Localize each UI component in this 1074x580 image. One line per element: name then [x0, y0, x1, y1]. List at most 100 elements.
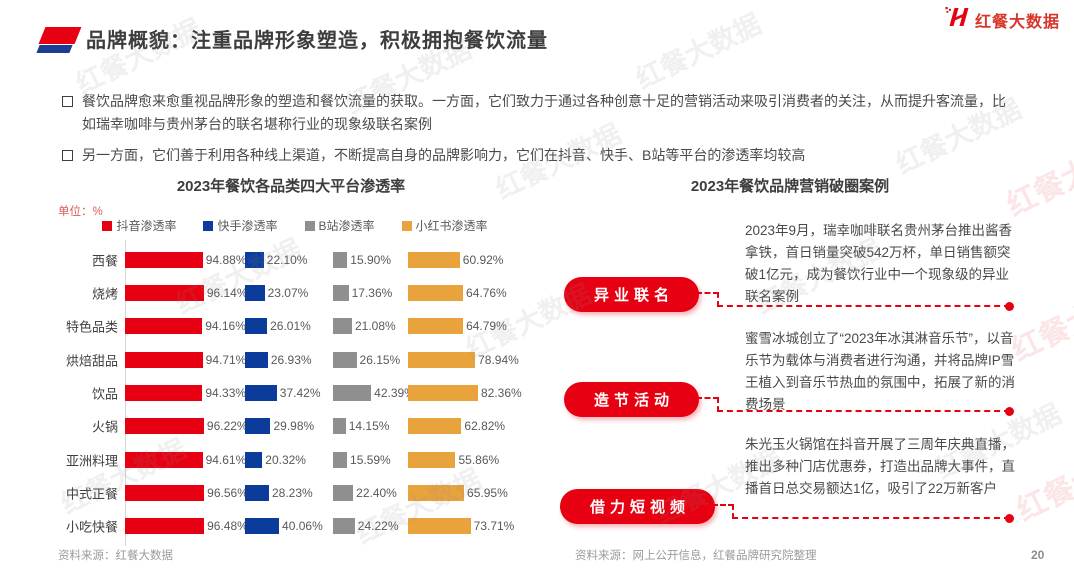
legend-swatch-icon — [102, 220, 113, 231]
bar-抖音渗透率 — [125, 451, 203, 468]
chart-row: 亚洲料理 94.61% 20.32% 15.59% 55.86% — [60, 443, 550, 476]
brand-logo-text: 红餐大数据 — [974, 13, 1060, 31]
connector-line — [717, 293, 719, 306]
connector-line — [717, 406, 1014, 416]
connector-line — [717, 301, 1014, 311]
bar-B站渗透率 — [333, 251, 348, 268]
connector-line — [696, 292, 719, 294]
summary-bullets: 餐饮品牌愈来愈重视品牌形象的塑造和餐饮流量的获取。一方面，它们致力于通过各种创意… — [62, 90, 1017, 176]
bar-B站渗透率 — [333, 351, 357, 368]
bar-value-label: 64.76% — [466, 285, 507, 300]
square-bullet-icon — [62, 150, 73, 162]
connector-line — [712, 504, 734, 506]
bar-B站渗透率 — [333, 318, 352, 335]
bar-抖音渗透率 — [125, 284, 204, 301]
watermark-text: 红餐大数据 — [71, 13, 206, 100]
bar-value-label: 96.22% — [206, 419, 248, 434]
bar-B站渗透率 — [333, 284, 349, 301]
bar-快手渗透率 — [245, 318, 268, 335]
category-label: 西餐 — [91, 253, 118, 269]
bar-value-label: 64.79% — [466, 319, 507, 334]
bar-value-label: 15.90% — [350, 252, 391, 267]
bar-小红书渗透率 — [408, 518, 471, 535]
chart-row: 火锅 96.22% 29.98% 14.15% 62.82% — [60, 410, 550, 443]
chart-title: 2023年餐饮各品类四大平台渗透率 — [176, 178, 406, 195]
category-label: 烘焙甜品 — [65, 353, 118, 369]
chart-row: 烘焙甜品 94.71% 26.93% 26.15% 78.94% — [60, 343, 550, 376]
bar-快手渗透率 — [245, 384, 277, 401]
bar-value-label: 94.16% — [205, 319, 246, 334]
bullet-item: 另一方面，它们善于利用各种线上渠道，不断提高自身的品牌影响力，它们在抖音、快手、… — [62, 144, 1017, 167]
chart-row: 烧烤 96.14% 23.07% 17.36% 64.76% — [60, 276, 550, 309]
bar-value-label: 96.14% — [206, 285, 248, 300]
bar-value-label: 65.95% — [467, 485, 508, 500]
bar-value-label: 96.48% — [207, 519, 248, 534]
bar-value-label: 22.40% — [356, 485, 397, 500]
cases-source: 资料来源：网上公开信息，红餐品牌研究院整理 — [575, 550, 817, 562]
cases-title: 2023年餐饮品牌营销破圈案例 — [690, 178, 890, 195]
chart-unit-label: 单位：% — [58, 206, 103, 218]
legend-label: 快手渗透率 — [217, 219, 278, 233]
bar-小红书渗透率 — [408, 318, 464, 335]
bar-value-label: 94.33% — [205, 385, 247, 400]
brand-logo: 红餐大数据 — [945, 7, 1060, 32]
bar-抖音渗透率 — [125, 484, 205, 501]
bar-快手渗透率 — [245, 451, 263, 468]
bar-value-label: 94.88% — [205, 252, 247, 267]
bar-value-label: 24.22% — [357, 519, 399, 534]
bar-B站渗透率 — [333, 384, 372, 401]
category-label: 火锅 — [91, 419, 118, 435]
legend-swatch-icon — [203, 220, 214, 231]
square-bullet-icon — [62, 96, 73, 107]
bullet-text: 另一方面，它们善于利用各种线上渠道，不断提高自身的品牌影响力，它们在抖音、快手、… — [82, 147, 806, 164]
bar-快手渗透率 — [245, 418, 271, 435]
bar-value-label: 73.71% — [473, 519, 515, 534]
bar-value-label: 62.82% — [464, 419, 506, 434]
marketing-cases-panel: 2023年餐饮品牌营销破圈案例 2023年9月，瑞幸咖啡联名贵州茅台推出酱香拿铁… — [560, 170, 1020, 550]
bar-value-label: 14.15% — [348, 419, 390, 434]
legend-item: 快手渗透率 — [203, 217, 278, 234]
chart-row: 特色品类 94.16% 26.01% 21.08% 64.79% — [60, 310, 550, 343]
bar-value-label: 78.94% — [478, 352, 519, 367]
bar-value-label: 96.56% — [207, 485, 248, 500]
bar-抖音渗透率 — [125, 418, 204, 435]
chart-legend: 抖音渗透率 快手渗透率 B站渗透率 小红书渗透率 — [60, 217, 530, 234]
case-text: 2023年9月，瑞幸咖啡联名贵州茅台推出酱香拿铁，首日销量突破542万杯，单日销… — [745, 223, 1013, 304]
bar-value-label: 23.07% — [267, 285, 309, 300]
bar-小红书渗透率 — [408, 251, 460, 268]
watermark-text: 红餐大数据 — [631, 8, 766, 95]
legend-label: 抖音渗透率 — [116, 219, 177, 233]
case-text: 蜜雪冰城创立了“2023年冰淇淋音乐节”，以音乐节为载体与消费者进行沟通，并将品… — [745, 331, 1015, 412]
bar-value-label: 28.23% — [271, 485, 313, 500]
bar-抖音渗透率 — [125, 384, 203, 401]
chart-row: 西餐 94.88% 22.10% 15.90% 60.92% — [60, 243, 550, 276]
bar-小红书渗透率 — [408, 384, 478, 401]
legend-item: B站渗透率 — [304, 217, 375, 234]
legend-swatch-icon — [401, 220, 412, 231]
bar-value-label: 94.61% — [205, 452, 247, 467]
bar-快手渗透率 — [245, 251, 264, 268]
legend-item: 抖音渗透率 — [102, 217, 176, 234]
case-label-pill: 异业联名 — [564, 277, 699, 312]
legend-label: B站渗透率 — [318, 219, 375, 233]
connector-line — [696, 397, 719, 399]
category-label: 亚洲料理 — [65, 453, 118, 469]
penetration-bar-chart: 西餐 94.88% 22.10% 15.90% 60.92% 烧烤 96.14% 23.07%… — [60, 240, 550, 546]
chart-row: 中式正餐 96.56% 28.23% 22.40% 65.95% — [60, 476, 550, 509]
legend-swatch-icon — [304, 220, 315, 231]
bar-value-label: 21.08% — [354, 319, 396, 334]
bar-抖音渗透率 — [125, 518, 205, 535]
bar-value-label: 60.92% — [462, 252, 504, 267]
bar-B站渗透率 — [333, 484, 354, 501]
case-label-pill: 借力短视频 — [560, 489, 715, 524]
connector-line — [732, 505, 734, 518]
bar-快手渗透率 — [245, 284, 265, 301]
bar-快手渗透率 — [245, 518, 280, 535]
case-label-pill: 造节活动 — [564, 382, 699, 417]
hongcan-h-icon — [945, 7, 970, 32]
category-label: 烧烤 — [91, 286, 118, 302]
bar-小红书渗透率 — [408, 451, 456, 468]
bar-抖音渗透率 — [125, 351, 203, 368]
bar-value-label: 82.36% — [481, 385, 522, 400]
